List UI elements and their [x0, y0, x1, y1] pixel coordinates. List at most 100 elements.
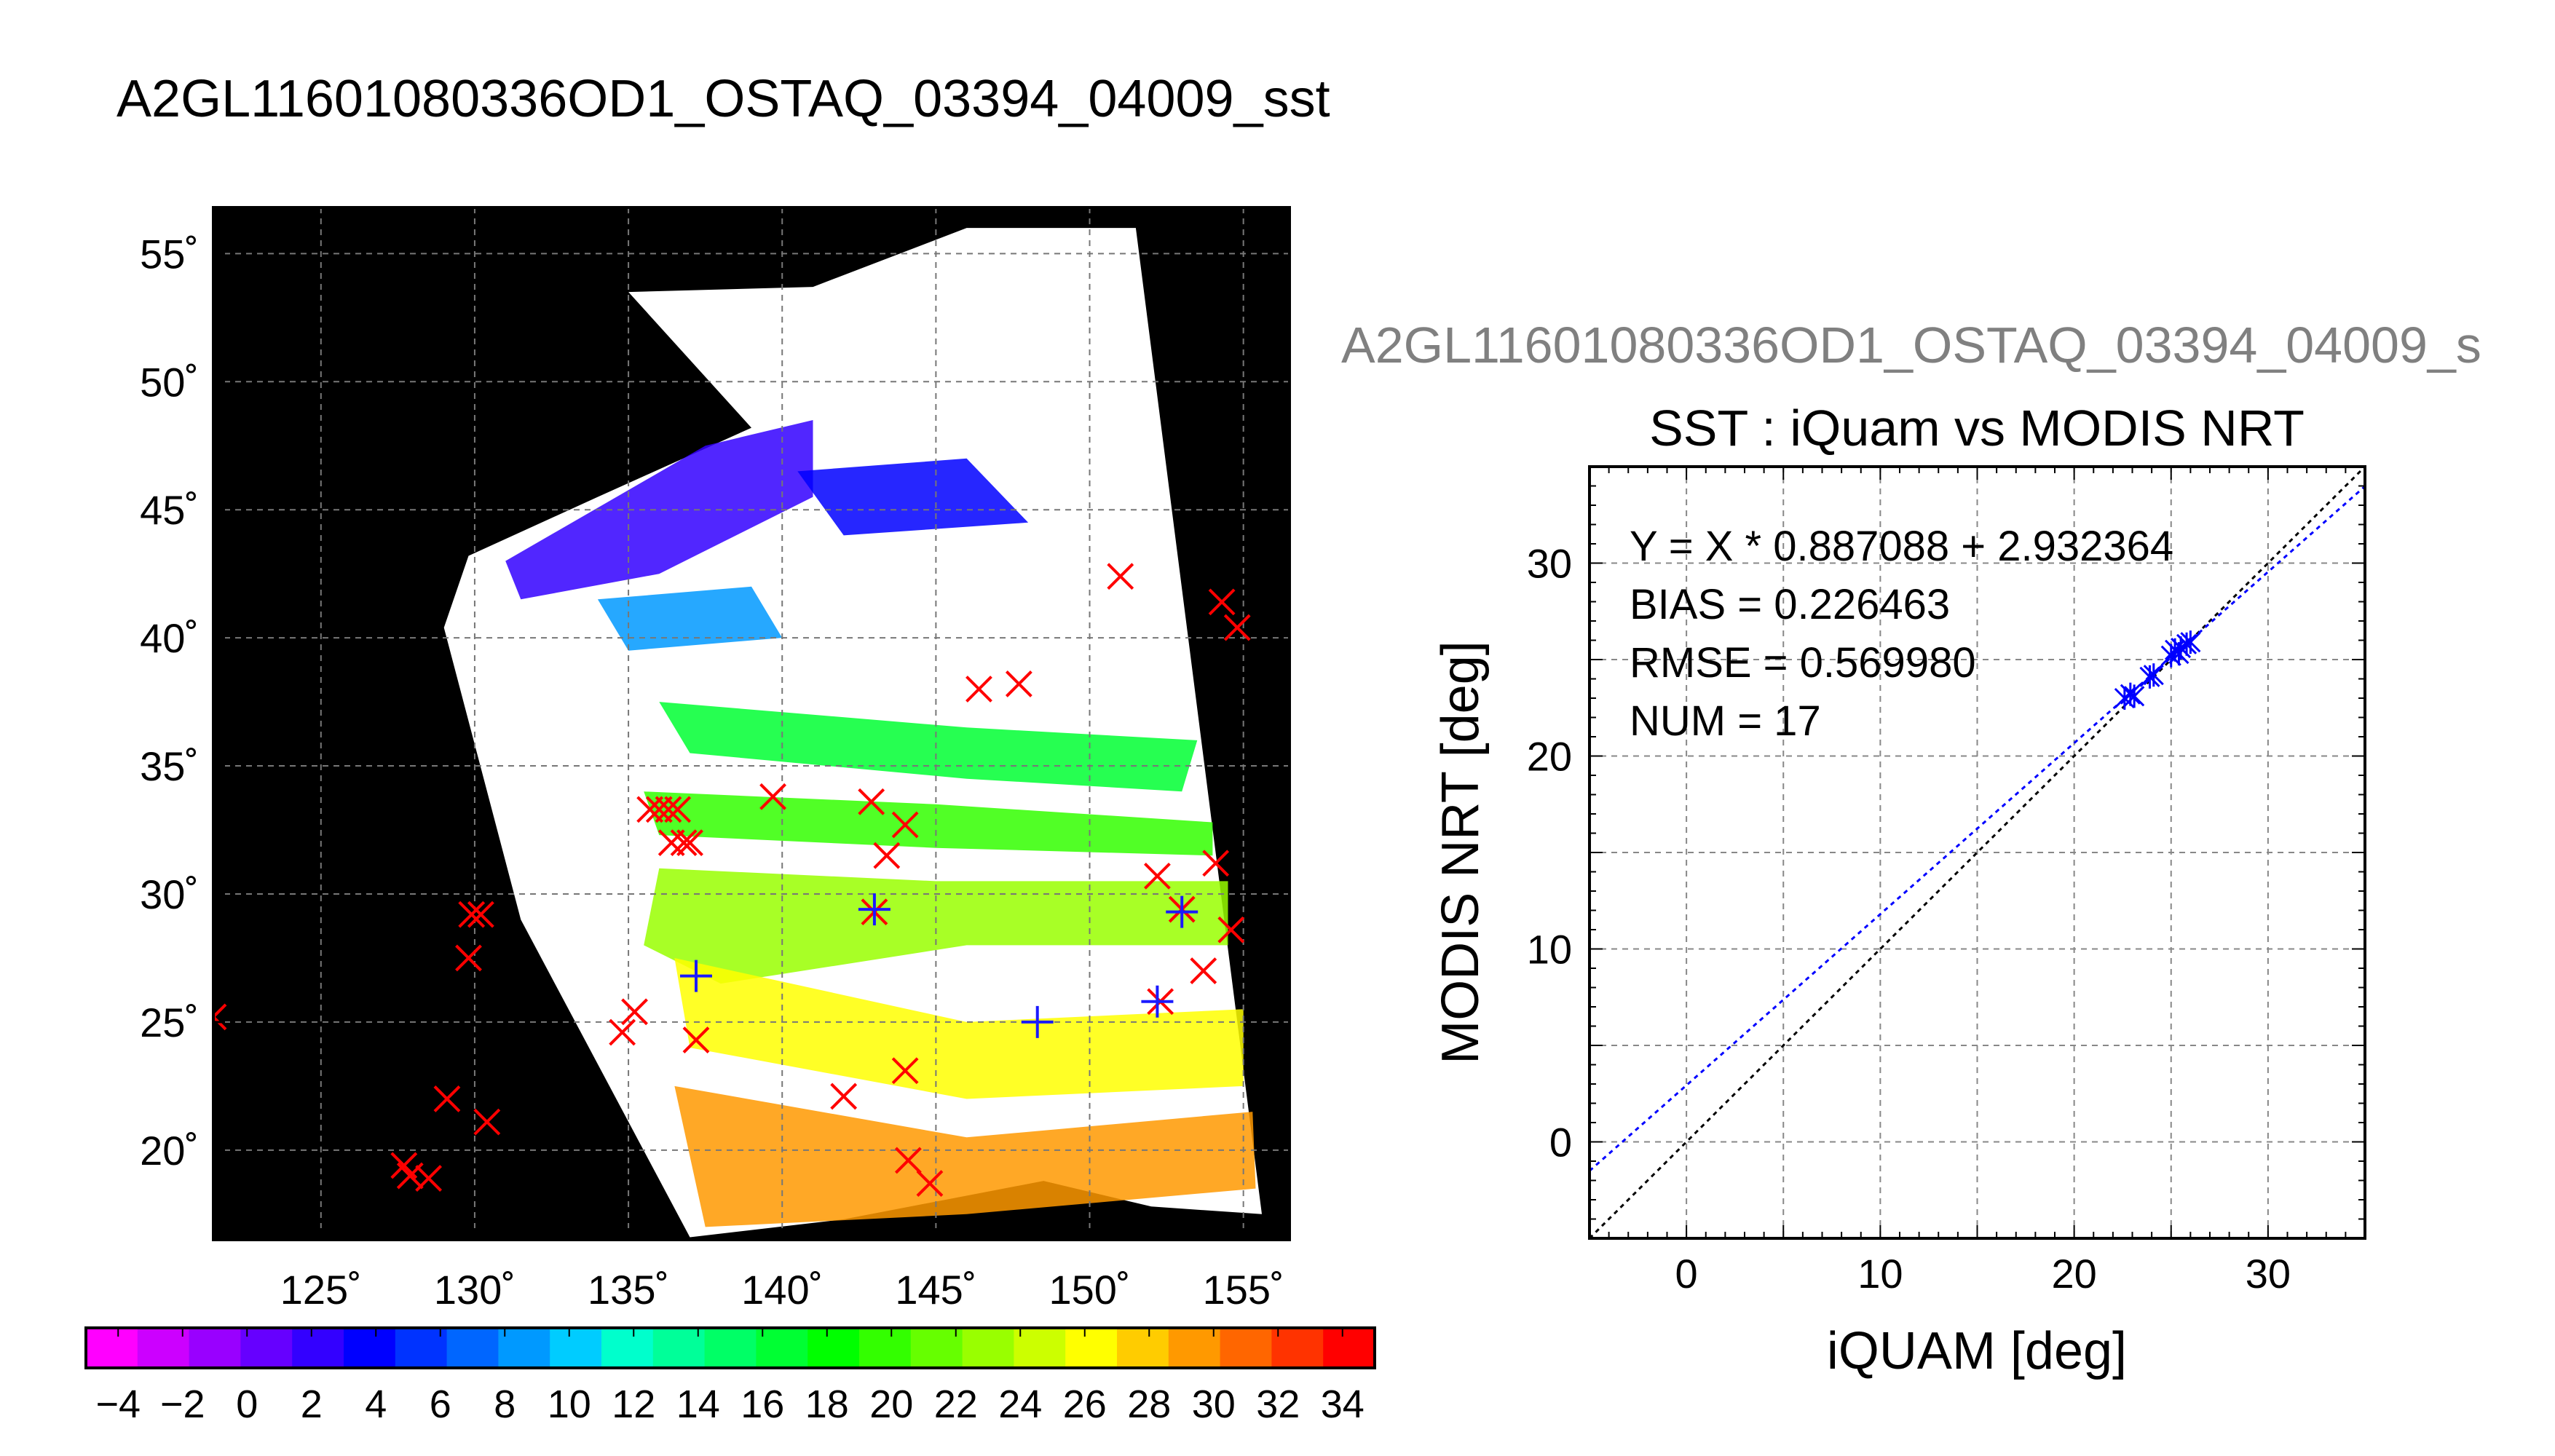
map-ytick-label: 40˚ — [140, 615, 199, 661]
map-frame — [212, 206, 1291, 1241]
map-marker-x — [759, 783, 786, 810]
sst-patch-5 — [644, 868, 1228, 984]
colorbar-cells — [86, 1328, 1375, 1368]
scatter-ytick-label: 30 — [1527, 541, 1572, 587]
main-title: A2GL11601080336OD1_OSTAQ_03394_04009_sst — [117, 70, 1330, 128]
scatter-point — [2160, 644, 2181, 668]
map-marker-x — [670, 829, 698, 857]
marker-stroke — [213, 1015, 227, 1031]
marker-stroke — [621, 998, 648, 1026]
map-marker-plus — [679, 960, 712, 992]
scatter-xtick-label: 0 — [1675, 1251, 1698, 1297]
map-marker-x — [415, 1165, 443, 1192]
colorbar-cell — [1220, 1328, 1272, 1368]
scatter-xtick-label: 20 — [2051, 1251, 2096, 1297]
colorbar-cell — [1323, 1328, 1375, 1368]
map-marker-x — [1005, 670, 1032, 697]
colorbar-tick-label: 10 — [548, 1382, 591, 1426]
colorbar-tick-label: 30 — [1192, 1382, 1236, 1426]
marker-stroke — [670, 829, 698, 857]
colorbar-cell — [344, 1328, 396, 1368]
map-axis-ticks: 125˚ 130˚ 135˚ 140˚ 145˚ 150˚ 155˚ 20˚ 25˚ 30˚ 35˚… — [140, 231, 1284, 1313]
marker-stroke — [655, 796, 682, 823]
colorbar-cell — [292, 1328, 344, 1368]
map-marker-x — [830, 1083, 858, 1110]
map-marker-x — [858, 788, 885, 815]
scatter-axis-ticks: 0 10 20 30 0 10 20 30 — [1527, 467, 2365, 1297]
map-marker-x — [655, 796, 682, 823]
map-marker-x — [1190, 957, 1217, 984]
colorbar-tick-label: 0 — [236, 1382, 258, 1426]
map-xtick-label: 155˚ — [1203, 1267, 1284, 1313]
map-marker-x — [433, 1085, 461, 1112]
map-ytick-label: 35˚ — [140, 743, 199, 789]
scatter-point — [2124, 684, 2145, 708]
map-marker-x — [894, 1147, 922, 1174]
map-xtick-label: 145˚ — [895, 1267, 976, 1313]
colorbar-cell — [859, 1328, 912, 1368]
map-marker-x — [873, 842, 901, 869]
marker-stroke — [467, 901, 494, 928]
colorbar-cell — [1271, 1328, 1324, 1368]
marker-stroke — [390, 1152, 418, 1179]
colorbar-cell — [704, 1328, 757, 1368]
scatter-xtick-label: 30 — [2246, 1251, 2291, 1297]
colorbar-cell — [1014, 1328, 1066, 1368]
map-marker-x — [455, 944, 482, 972]
map-marker-x — [1107, 563, 1134, 590]
map-marker-plus — [1166, 895, 1198, 928]
marker-stroke — [682, 1026, 710, 1053]
scatter-xtick-label: 10 — [1857, 1251, 1903, 1297]
marker-stroke — [473, 1108, 501, 1136]
map-marker-x — [891, 811, 919, 839]
marker-stroke — [916, 1170, 944, 1198]
colorbar-ticks: −4 −2 0 2 4 6 8 10 12 14 16 18 20 22 24 26 28 30 32 34 — [95, 1328, 1365, 1426]
sst-patch-0 — [505, 420, 813, 600]
marker-stroke — [891, 811, 919, 839]
sst-patch-4 — [644, 791, 1213, 856]
map-marker-x — [664, 796, 692, 823]
marker-stroke — [664, 796, 692, 823]
map-ytick-label: 45˚ — [140, 487, 199, 533]
map-ytick-label: 30˚ — [140, 871, 199, 917]
colorbar-tick-label: 24 — [998, 1382, 1042, 1426]
stat-num: NUM = 17 — [1630, 697, 1821, 745]
map-xtick-label: 135˚ — [588, 1267, 669, 1313]
colorbar-tick-label: 34 — [1321, 1382, 1365, 1426]
sst-patch-3 — [659, 702, 1198, 792]
scatter-panel: SST : iQuam vs MODIS NRT 0 10 20 300102030 … — [1431, 400, 2366, 1380]
scatter-point — [2176, 632, 2197, 656]
colorbar-cell — [550, 1328, 602, 1368]
colorbar-cell — [395, 1328, 448, 1368]
stat-bias: BIAS = 0.226463 — [1630, 581, 1950, 628]
map-xtick-label: 130˚ — [434, 1267, 516, 1313]
map-marker-x — [1217, 916, 1245, 943]
marker-stroke — [873, 842, 901, 869]
colorbar-tick-label: 18 — [805, 1382, 849, 1426]
scatter-points — [2114, 630, 2201, 710]
map-marker-x — [213, 1003, 227, 1031]
colorbar-cell — [446, 1328, 499, 1368]
stat-fit-equation: Y = X * 0.887088 + 2.932364 — [1630, 523, 2173, 570]
scatter-point — [2139, 665, 2160, 689]
colorbar-tick-label: 22 — [934, 1382, 978, 1426]
marker-stroke — [213, 1003, 227, 1019]
marker-stroke — [965, 676, 992, 703]
map-marker-x — [682, 1026, 710, 1053]
colorbar-cell — [240, 1328, 293, 1368]
scatter-ytick-label: 0 — [1549, 1120, 1572, 1166]
scatter-ytick-label: 20 — [1527, 734, 1572, 780]
map-marker-x — [467, 901, 494, 928]
stats-box: Y = X * 0.887088 + 2.932364 BIAS = 0.226… — [1630, 523, 2173, 745]
colorbar-tick-label: 20 — [869, 1382, 913, 1426]
colorbar-cell — [1065, 1328, 1118, 1368]
identity-line — [1590, 467, 2365, 1238]
colorbar-cell — [601, 1328, 654, 1368]
marker-stroke — [830, 1083, 858, 1110]
marker-stroke — [1107, 563, 1134, 590]
colorbar-tick-label: 32 — [1256, 1382, 1300, 1426]
marker-stroke — [1190, 957, 1217, 984]
scatter-gridlines — [1590, 467, 2365, 1238]
colorbar-cell — [189, 1328, 241, 1368]
colorbar-cell — [1117, 1328, 1169, 1368]
